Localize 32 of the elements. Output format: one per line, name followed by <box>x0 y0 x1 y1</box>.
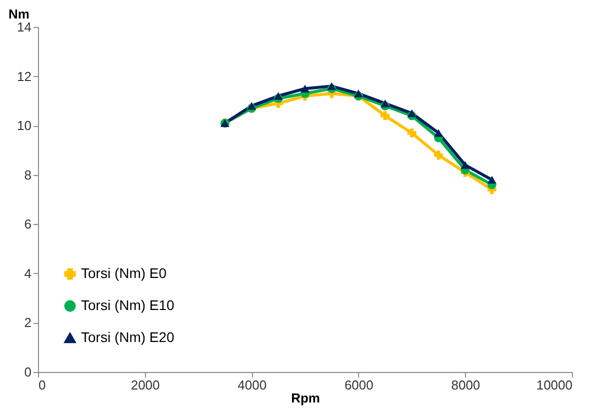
x-tick-label: 0 <box>38 378 46 392</box>
y-tick-label: 6 <box>24 216 32 232</box>
y-tick-label: 14 <box>17 20 32 34</box>
point <box>247 102 256 110</box>
x-tick-label: 6000 <box>344 378 374 392</box>
point <box>300 84 310 92</box>
point <box>487 176 496 184</box>
legend-label: Torsi (Nm) E0 <box>81 265 167 281</box>
y-tick-label: 0 <box>24 364 32 380</box>
y-tick-label: 2 <box>24 315 32 330</box>
point <box>380 111 390 120</box>
legend-label: Torsi (Nm) E20 <box>81 329 175 345</box>
y-tick-label: 4 <box>24 266 32 281</box>
point <box>407 128 416 138</box>
point <box>274 92 283 100</box>
x-axis-title: Rpm <box>291 390 320 406</box>
x-tick-label: 8000 <box>451 378 480 392</box>
point <box>380 100 390 108</box>
point <box>434 150 443 160</box>
x-tick-label: 2000 <box>130 378 160 392</box>
y-tick-label: 10 <box>17 118 32 134</box>
x-tick-label: 10000 <box>536 378 572 392</box>
y-tick-label: 8 <box>24 167 32 182</box>
y-axis-title: Nm <box>8 6 30 22</box>
point <box>460 161 470 169</box>
x-tick-label: 4000 <box>238 378 267 392</box>
y-tick-label: 12 <box>17 68 32 84</box>
legend-label: Torsi (Nm) E10 <box>81 297 175 313</box>
point <box>354 90 363 98</box>
point <box>434 129 443 137</box>
point <box>327 82 336 90</box>
point <box>407 109 416 118</box>
